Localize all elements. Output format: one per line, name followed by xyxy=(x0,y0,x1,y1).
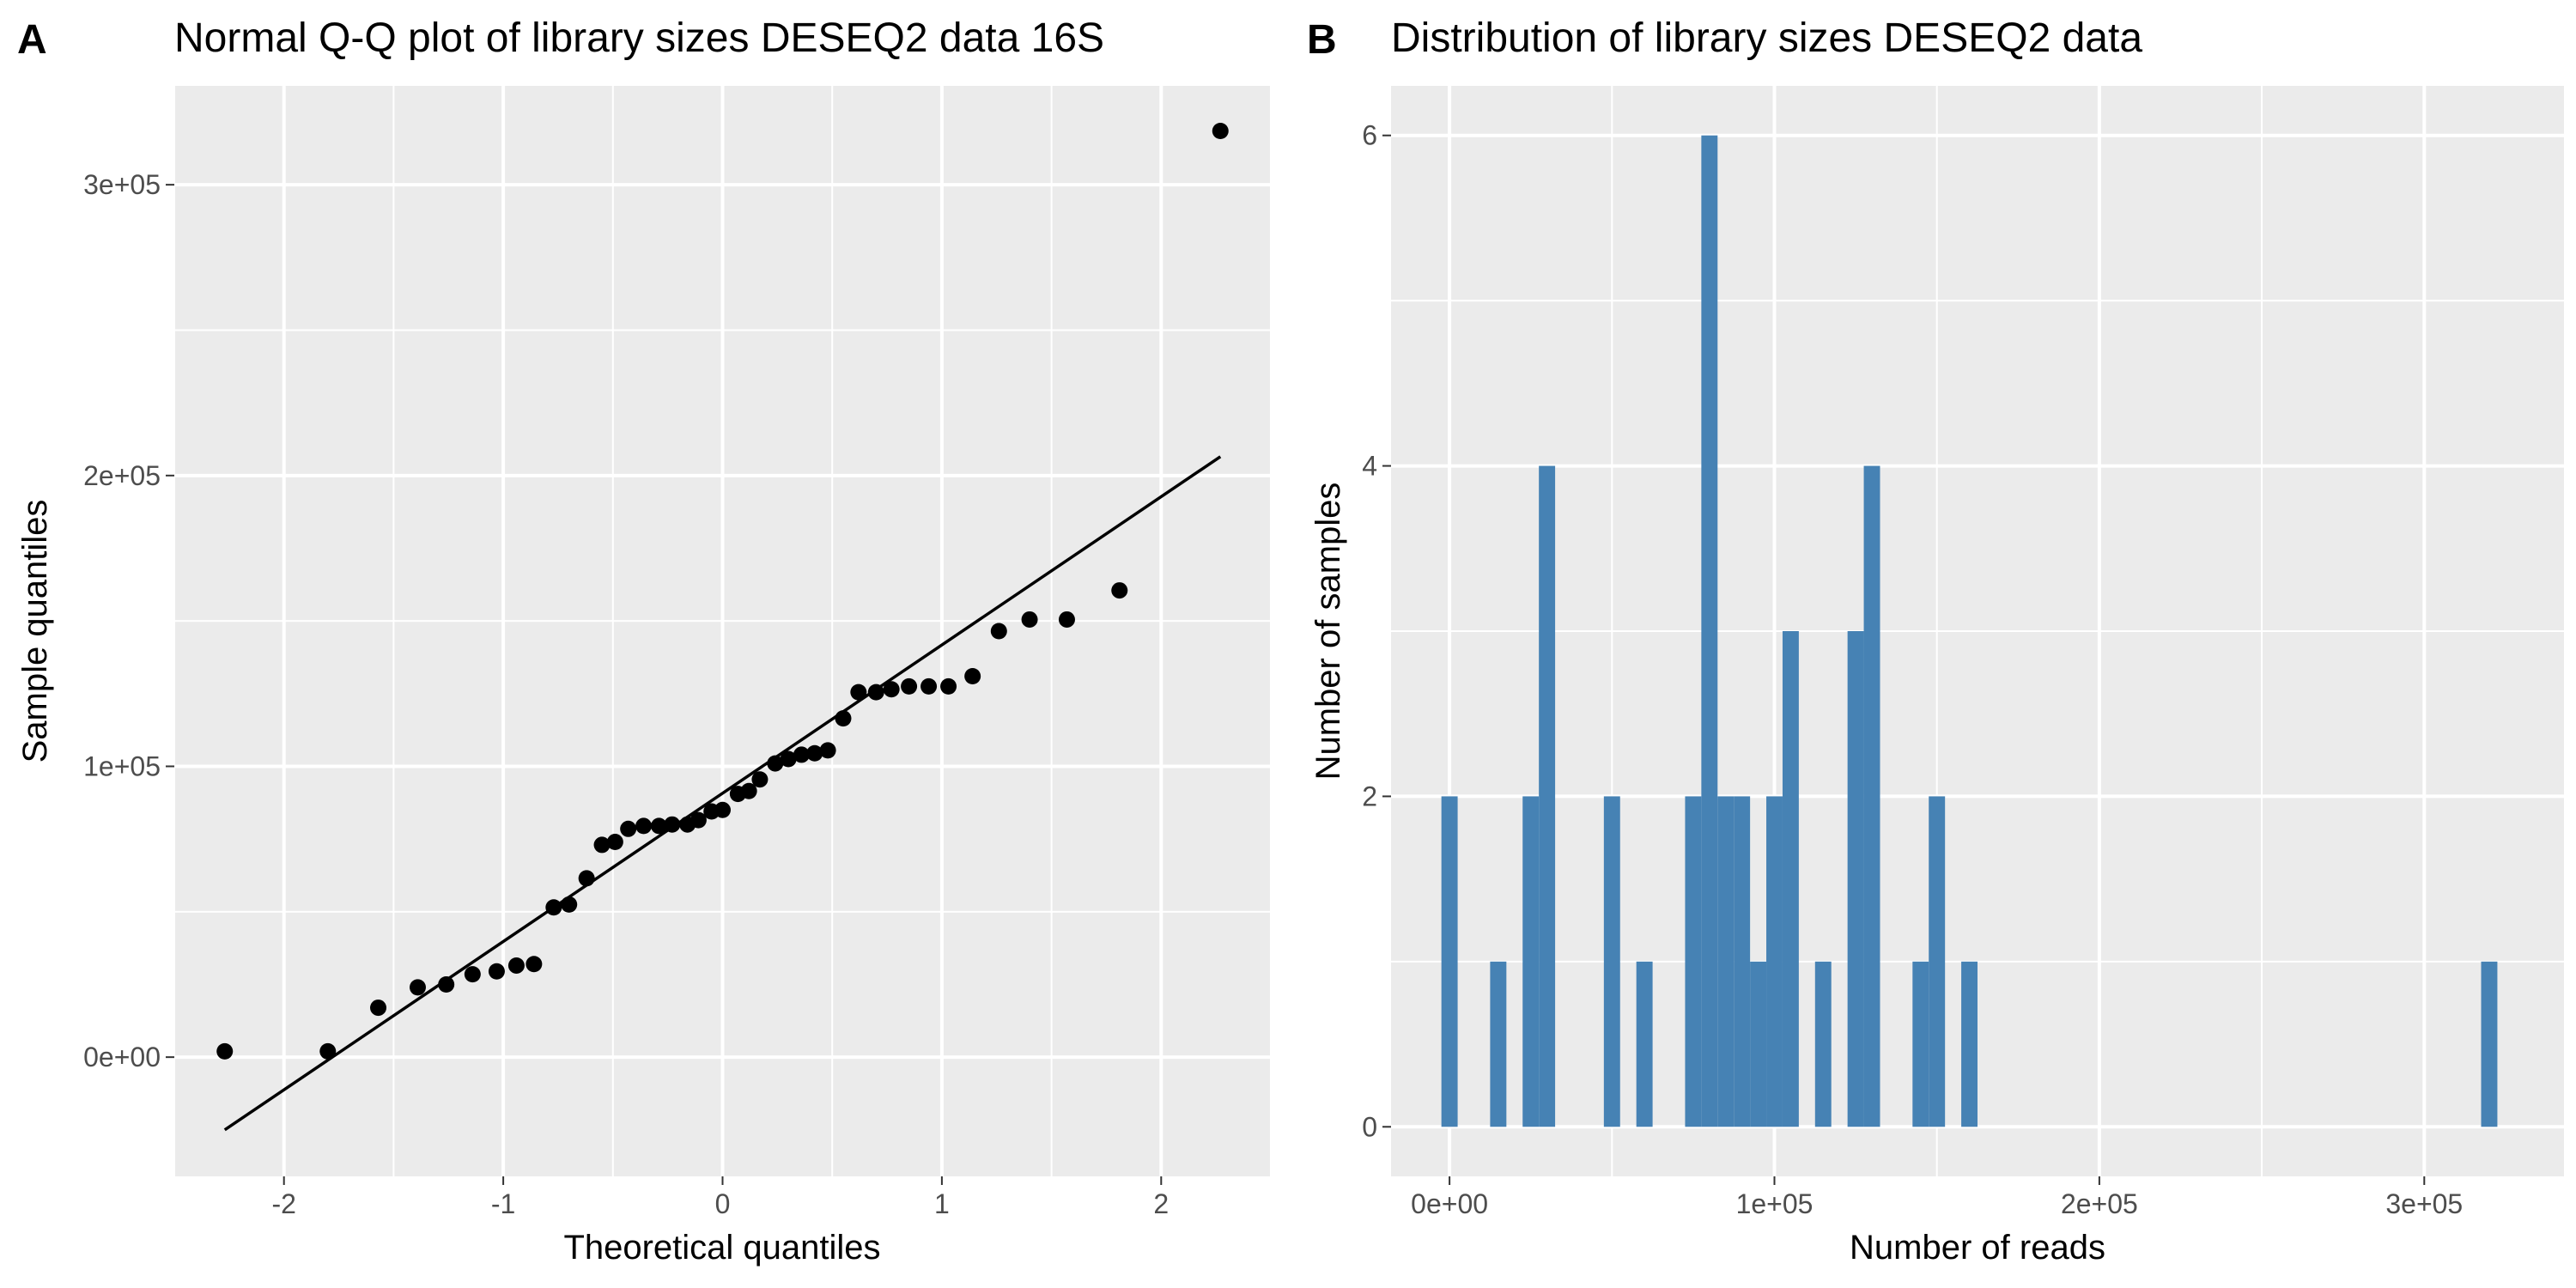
qq-point xyxy=(1021,611,1038,628)
histogram-bar xyxy=(2481,961,2498,1127)
histogram-bar xyxy=(1636,961,1653,1127)
histogram-y-axis: 0 2 4 6 xyxy=(1362,120,1391,1142)
qq-plot-title: Normal Q-Q plot of library sizes DESEQ2 … xyxy=(174,15,1104,61)
qq-point xyxy=(620,820,637,837)
histogram-x-axis: 0e+00 1e+05 2e+05 3e+05 xyxy=(1411,1176,2463,1219)
qq-point xyxy=(464,966,481,983)
histogram-bar xyxy=(1766,796,1783,1127)
hist-x-tick-label: 1e+05 xyxy=(1736,1188,1814,1219)
qq-point xyxy=(714,801,731,818)
qq-point xyxy=(806,744,823,762)
histogram-x-axis-title: Number of reads xyxy=(1850,1229,2105,1267)
qq-y-tick-label: 2e+05 xyxy=(83,460,161,491)
panel-letter-a: A xyxy=(17,17,47,63)
qq-point xyxy=(901,677,918,695)
qq-x-tick-label: -1 xyxy=(491,1188,515,1219)
hist-y-tick-label: 6 xyxy=(1362,120,1377,151)
histogram-bar xyxy=(1847,631,1864,1127)
qq-point xyxy=(370,999,387,1017)
histogram-bar xyxy=(1490,961,1507,1127)
qq-point xyxy=(578,870,595,887)
histogram-bar xyxy=(1929,796,1946,1127)
histogram-bar xyxy=(1522,796,1540,1127)
qq-point xyxy=(409,979,426,996)
histogram-bar xyxy=(1782,631,1799,1127)
histogram-bar xyxy=(1734,796,1751,1127)
qq-y-tick-label: 3e+05 xyxy=(83,169,161,200)
hist-y-tick-label: 2 xyxy=(1362,781,1377,811)
histogram-title: Distribution of library sizes DESEQ2 dat… xyxy=(1391,15,2142,61)
histogram-bar xyxy=(1685,796,1702,1127)
qq-point xyxy=(1212,122,1229,139)
qq-x-axis-title: Theoretical quantiles xyxy=(563,1229,880,1267)
qq-point xyxy=(835,710,852,727)
histogram-bar xyxy=(1441,796,1458,1127)
histogram-bar xyxy=(1814,961,1832,1127)
qq-y-tick-label: 0e+00 xyxy=(83,1042,161,1072)
qq-point xyxy=(964,667,981,684)
histogram-bar xyxy=(1539,465,1556,1127)
qq-point xyxy=(690,811,707,829)
histogram-bar xyxy=(1912,961,1929,1127)
histogram-bar xyxy=(1701,135,1718,1127)
qq-reference-line-group xyxy=(223,455,1222,1132)
qq-point xyxy=(593,836,611,854)
qq-point xyxy=(990,623,1007,640)
qq-point xyxy=(319,1042,337,1060)
histogram-bar xyxy=(1750,961,1767,1127)
histogram-panel: B Distribution of library sizes DESEQ2 d… xyxy=(1307,15,2564,1267)
panel-letter-b: B xyxy=(1307,17,1337,63)
histogram-bar xyxy=(1961,961,1978,1127)
qq-y-axis-title: Sample quantiles xyxy=(16,500,54,763)
qq-point xyxy=(635,817,653,835)
qq-y-tick-label: 1e+05 xyxy=(83,750,161,781)
histogram-bar xyxy=(1717,796,1735,1127)
hist-x-tick-label: 3e+05 xyxy=(2385,1188,2463,1219)
qq-point xyxy=(664,816,681,833)
qq-reference-line xyxy=(223,455,1222,1132)
qq-point xyxy=(216,1042,234,1060)
qq-y-axis: 0e+00 1e+05 2e+05 3e+05 xyxy=(83,169,174,1072)
qq-point xyxy=(780,750,797,768)
qq-x-tick-label: 2 xyxy=(1153,1188,1169,1219)
histogram-bar xyxy=(1863,465,1880,1127)
qq-point xyxy=(507,957,525,974)
qq-point xyxy=(488,963,505,980)
qq-plot-grid xyxy=(173,86,1272,1176)
qq-point xyxy=(819,742,836,759)
qq-x-tick-label: 0 xyxy=(715,1188,731,1219)
hist-y-tick-label: 4 xyxy=(1362,451,1377,482)
hist-x-tick-label: 0e+00 xyxy=(1411,1188,1488,1219)
qq-point xyxy=(545,899,562,916)
qq-point xyxy=(1058,611,1075,628)
qq-point xyxy=(1111,582,1128,599)
qq-point xyxy=(850,683,867,701)
qq-point xyxy=(606,834,623,851)
qq-point xyxy=(751,771,769,788)
qq-point xyxy=(767,755,784,772)
qq-point xyxy=(940,677,957,695)
qq-point xyxy=(883,681,900,698)
qq-point xyxy=(650,817,667,835)
qq-x-tick-label: -2 xyxy=(271,1188,295,1219)
qq-x-axis: -2 -1 0 1 2 xyxy=(271,1176,1169,1219)
qq-point xyxy=(920,677,938,695)
qq-point xyxy=(526,956,543,973)
histogram-y-axis-title: Number of samples xyxy=(1309,483,1347,781)
qq-x-tick-label: 1 xyxy=(934,1188,950,1219)
qq-point xyxy=(793,746,810,763)
qq-point xyxy=(561,896,578,913)
qq-point xyxy=(438,975,455,993)
histogram-bar xyxy=(1603,796,1620,1127)
hist-y-tick-label: 0 xyxy=(1362,1111,1377,1142)
qq-point xyxy=(867,683,884,701)
qq-points xyxy=(216,122,1229,1060)
qq-plot-panel: A Normal Q-Q plot of library sizes DESEQ… xyxy=(16,15,1272,1267)
hist-x-tick-label: 2e+05 xyxy=(2061,1188,2138,1219)
qq-point xyxy=(740,782,757,799)
histogram-bars xyxy=(1441,135,2498,1127)
